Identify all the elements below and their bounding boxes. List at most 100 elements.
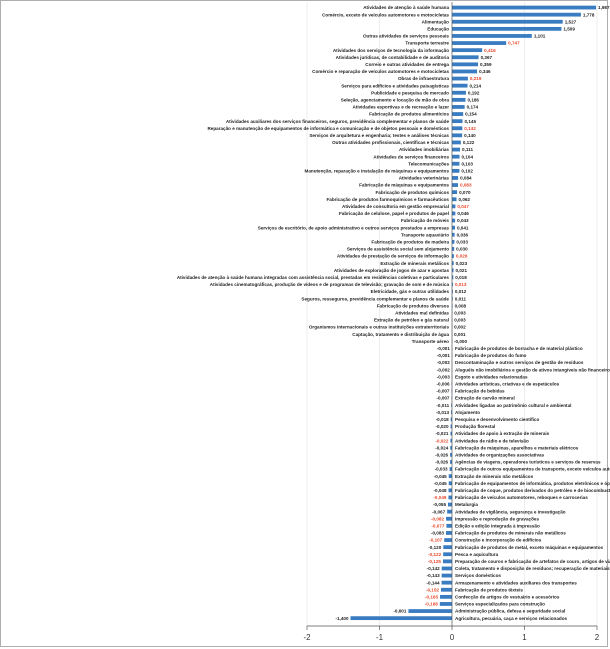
value-label: -0,120	[428, 545, 441, 550]
value-label: -0,144	[427, 580, 440, 585]
bar	[450, 424, 452, 429]
category-label: Produção florestal	[455, 424, 495, 429]
value-label: -0,142	[427, 566, 440, 571]
value-label: 0,003	[454, 310, 466, 315]
value-label: -0,026	[435, 452, 448, 457]
x-tick-labels: -2 -1 0 1 2	[303, 633, 599, 642]
value-label: 0,043	[457, 218, 469, 223]
bar	[452, 247, 455, 251]
category-label: Atividades imobiliárias	[399, 147, 449, 152]
value-label: 0,013	[455, 282, 467, 287]
value-label: -0,143	[427, 573, 440, 578]
bar	[452, 154, 460, 159]
value-label: -0,045	[434, 481, 447, 486]
category-label: Serviços de arquitetura e engenharia; te…	[309, 133, 449, 138]
bar	[445, 531, 452, 535]
value-label: -0,007	[436, 389, 449, 394]
category-label: Atividades mal definidas	[395, 310, 449, 315]
value-label: -0,018	[436, 417, 449, 422]
category-label: Correio e outras atividades de entrega	[365, 62, 449, 67]
bar	[442, 559, 452, 564]
bar	[452, 296, 453, 301]
bar	[452, 105, 465, 109]
bar	[451, 410, 452, 415]
value-label: 0,367	[481, 55, 493, 60]
value-label: 0,041	[457, 225, 469, 230]
value-label: 0,154	[465, 112, 477, 117]
bar	[448, 474, 452, 479]
bar	[452, 19, 563, 24]
category-label: Atividades de atenção à saúde humana int…	[177, 275, 450, 280]
category-label: Comércio, exceto de veículos automotores…	[322, 12, 449, 17]
x-tick-label: 0	[450, 633, 455, 642]
bar	[452, 26, 562, 31]
category-label: Serviços de assistência social sem aloja…	[347, 247, 449, 252]
bar	[452, 5, 597, 10]
value-label: -0,026	[435, 460, 448, 465]
bar	[452, 76, 468, 81]
category-label: Educação	[427, 26, 449, 31]
category-label: Atividades de organizações associativas	[455, 452, 545, 457]
category-label: Impressão e reprodução de gravações	[455, 516, 539, 521]
value-label: -0,601	[393, 609, 406, 614]
category-label: Seleção, agenciamento e locação de mão d…	[341, 97, 450, 102]
value-label: 0,012	[455, 289, 467, 294]
bar	[452, 126, 463, 131]
bar	[443, 552, 452, 557]
category-label: Atividades dos serviços de tecnologia da…	[333, 48, 449, 53]
value-label: -0,011	[436, 403, 449, 408]
category-label: Fabricação de veículos automotores, rebo…	[455, 495, 588, 500]
bar	[448, 481, 452, 486]
category-label: Seguros, resseguros, previdência complem…	[301, 296, 449, 301]
value-label: 0,142	[464, 126, 476, 131]
category-label: Atividades de serviços financeiros	[373, 154, 449, 159]
value-label: 0,047	[457, 204, 469, 209]
category-label: Fabricação de coque, produtos derivados …	[455, 488, 610, 493]
x-tick-label: 1	[522, 633, 527, 642]
value-label: -0,049	[433, 495, 446, 500]
bar	[350, 616, 452, 621]
category-label: Agências de viagens, operadores turístic…	[455, 460, 601, 465]
category-label: Fabricação de máquinas e equipamentos	[359, 183, 449, 188]
category-label: Atividades cinematográficas, produção de…	[210, 282, 450, 287]
value-label: -0,083	[431, 531, 444, 536]
category-label: Extração de petróleo e gás natural	[374, 318, 449, 323]
category-label: Atividades de atenção à saúde humana	[363, 5, 449, 10]
value-label: 0,346	[479, 69, 491, 74]
value-label: -0,007	[436, 396, 449, 401]
bar	[452, 275, 454, 280]
value-label: -0,125	[428, 559, 441, 564]
bar	[440, 587, 452, 592]
bar	[452, 12, 581, 17]
bar	[450, 452, 452, 457]
value-label: -0,000	[454, 339, 467, 344]
category-label: Coleta, tratamento e disposição de resíd…	[455, 566, 610, 571]
value-label: -0,082	[431, 516, 444, 521]
bar	[452, 183, 459, 187]
value-label: 0,062	[458, 197, 470, 202]
category-label: Manutenção, reparação e instalação de má…	[305, 168, 450, 173]
value-label: 0,186	[467, 97, 479, 102]
category-label: Pesquisa e desenvolvimento científico	[455, 417, 539, 422]
bar	[452, 190, 458, 195]
category-label: Atividades de prestação de serviços de i…	[337, 254, 449, 259]
bar	[452, 119, 463, 124]
category-label: Aluguéis não imobiliários e gestão de at…	[455, 367, 610, 372]
category-label: Administração pública, defesa e segurida…	[455, 609, 565, 614]
category-label: Alimentação	[422, 19, 450, 24]
value-label: -0,002	[437, 360, 450, 365]
value-label: -0,165	[425, 594, 438, 599]
bar	[448, 502, 452, 507]
value-label: -0,022	[435, 438, 448, 443]
bar	[452, 282, 453, 287]
value-label: 0,174	[467, 105, 479, 110]
value-label: 0,084	[460, 176, 472, 181]
value-label: -0,122	[428, 552, 441, 557]
bar	[446, 523, 452, 528]
category-label: Alojamento	[455, 410, 480, 415]
category-label: Extração de minerais metálicos	[380, 261, 449, 266]
value-label: -0,055	[433, 502, 446, 507]
category-label: Outras atividades de serviços pessoais	[363, 34, 449, 39]
category-label: Fabricação de produtos de borracha e de …	[455, 346, 583, 351]
